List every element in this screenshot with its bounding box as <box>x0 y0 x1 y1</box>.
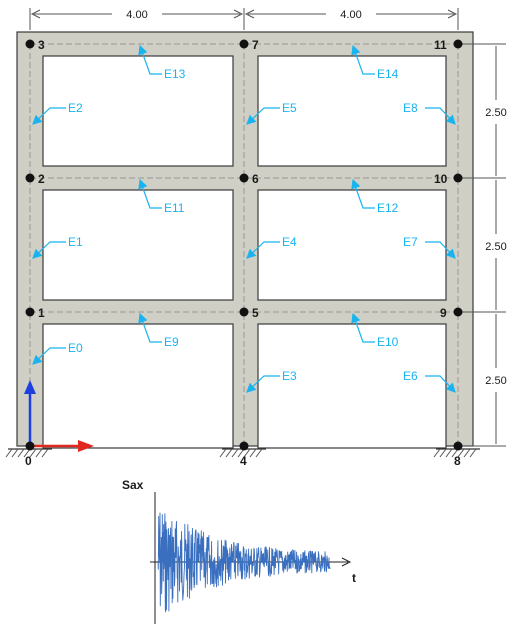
element-labels: E0 E1 E2 E3 E4 E5 E6 E7 E8 E9 E10 E11 E1… <box>68 67 418 383</box>
dimension-labels: 4.00 4.00 2.50 2.50 2.50 <box>126 9 506 387</box>
element-label-E2: E2 <box>68 101 83 115</box>
leader-E13 <box>138 44 162 75</box>
node-label-1: 1 <box>38 306 45 320</box>
element-leaders <box>32 44 456 393</box>
leader-E2 <box>32 107 66 125</box>
node-label-11: 11 <box>434 38 447 52</box>
storey-dimension-3: 2.50 <box>485 107 506 119</box>
element-label-E0: E0 <box>68 341 83 355</box>
node-labels: 0 1 2 3 4 5 6 7 8 9 10 11 <box>25 38 461 468</box>
element-label-E11: E11 <box>164 201 185 215</box>
node-label-0: 0 <box>25 454 32 468</box>
signal-axis-arrow <box>341 557 352 567</box>
leader-E12 <box>351 178 375 209</box>
element-label-E13: E13 <box>164 67 186 81</box>
node-label-5: 5 <box>252 306 259 320</box>
bay-dimension-1: 4.00 <box>126 9 147 21</box>
leader-E6 <box>425 375 456 393</box>
node-8 <box>453 441 463 451</box>
element-label-E14: E14 <box>377 67 399 81</box>
storey-dimension-2: 2.50 <box>485 241 506 253</box>
fixed-support-8 <box>433 448 480 458</box>
node-6 <box>239 173 249 183</box>
node-7 <box>239 39 249 49</box>
leader-E14 <box>351 44 375 75</box>
opening-bay2-storey3 <box>257 55 447 167</box>
element-label-E12: E12 <box>377 201 399 215</box>
signal-y-label: Sax <box>122 478 144 492</box>
analytical-centerlines <box>29 43 459 446</box>
signal-trace <box>157 512 331 613</box>
ground-motion-signal: Sax t <box>122 478 356 624</box>
node-1 <box>25 307 35 317</box>
leader-E11 <box>138 178 162 209</box>
bay-dimensions <box>29 8 459 30</box>
leader-E3 <box>246 375 280 393</box>
leader-E8 <box>425 107 456 125</box>
node-label-6: 6 <box>252 172 259 186</box>
opening-bay1-storey2 <box>42 189 234 301</box>
node-4 <box>239 441 249 451</box>
element-label-E8: E8 <box>403 101 418 115</box>
node-label-8: 8 <box>454 454 461 468</box>
element-label-E1: E1 <box>68 235 83 249</box>
node-label-7: 7 <box>252 38 259 52</box>
leader-E4 <box>246 241 280 259</box>
leader-E10 <box>351 312 375 343</box>
storey-dimensions <box>462 43 506 447</box>
element-label-E10: E10 <box>377 335 399 349</box>
leader-E5 <box>246 107 280 125</box>
element-label-E3: E3 <box>282 369 297 383</box>
node-10 <box>453 173 463 183</box>
frame-members <box>16 31 474 449</box>
element-label-E7: E7 <box>403 235 418 249</box>
global-axes-icon <box>24 380 94 452</box>
opening-bay1-storey3 <box>42 55 234 167</box>
node-label-4: 4 <box>240 454 247 468</box>
node-0 <box>25 441 35 451</box>
leader-E9 <box>138 312 162 343</box>
node-3 <box>25 39 35 49</box>
element-label-E9: E9 <box>164 335 179 349</box>
storey-dimension-1: 2.50 <box>485 375 506 387</box>
nodes <box>25 39 463 451</box>
node-label-9: 9 <box>440 306 447 320</box>
element-label-E5: E5 <box>282 101 297 115</box>
opening-bay1-storey1 <box>42 323 234 449</box>
leader-E0 <box>32 347 66 365</box>
opening-bay2-storey2 <box>257 189 447 301</box>
opening-bay2-storey1 <box>257 323 447 449</box>
signal-x-label: t <box>352 571 356 585</box>
node-label-10: 10 <box>434 172 448 186</box>
leader-E1 <box>32 241 66 259</box>
element-label-E4: E4 <box>282 235 297 249</box>
bay-dimension-2: 4.00 <box>340 9 361 21</box>
node-2 <box>25 173 35 183</box>
node-label-3: 3 <box>38 38 45 52</box>
leader-E7 <box>425 241 456 259</box>
node-5 <box>239 307 249 317</box>
node-label-2: 2 <box>38 172 45 186</box>
node-11 <box>453 39 463 49</box>
node-9 <box>453 307 463 317</box>
element-label-E6: E6 <box>403 369 418 383</box>
